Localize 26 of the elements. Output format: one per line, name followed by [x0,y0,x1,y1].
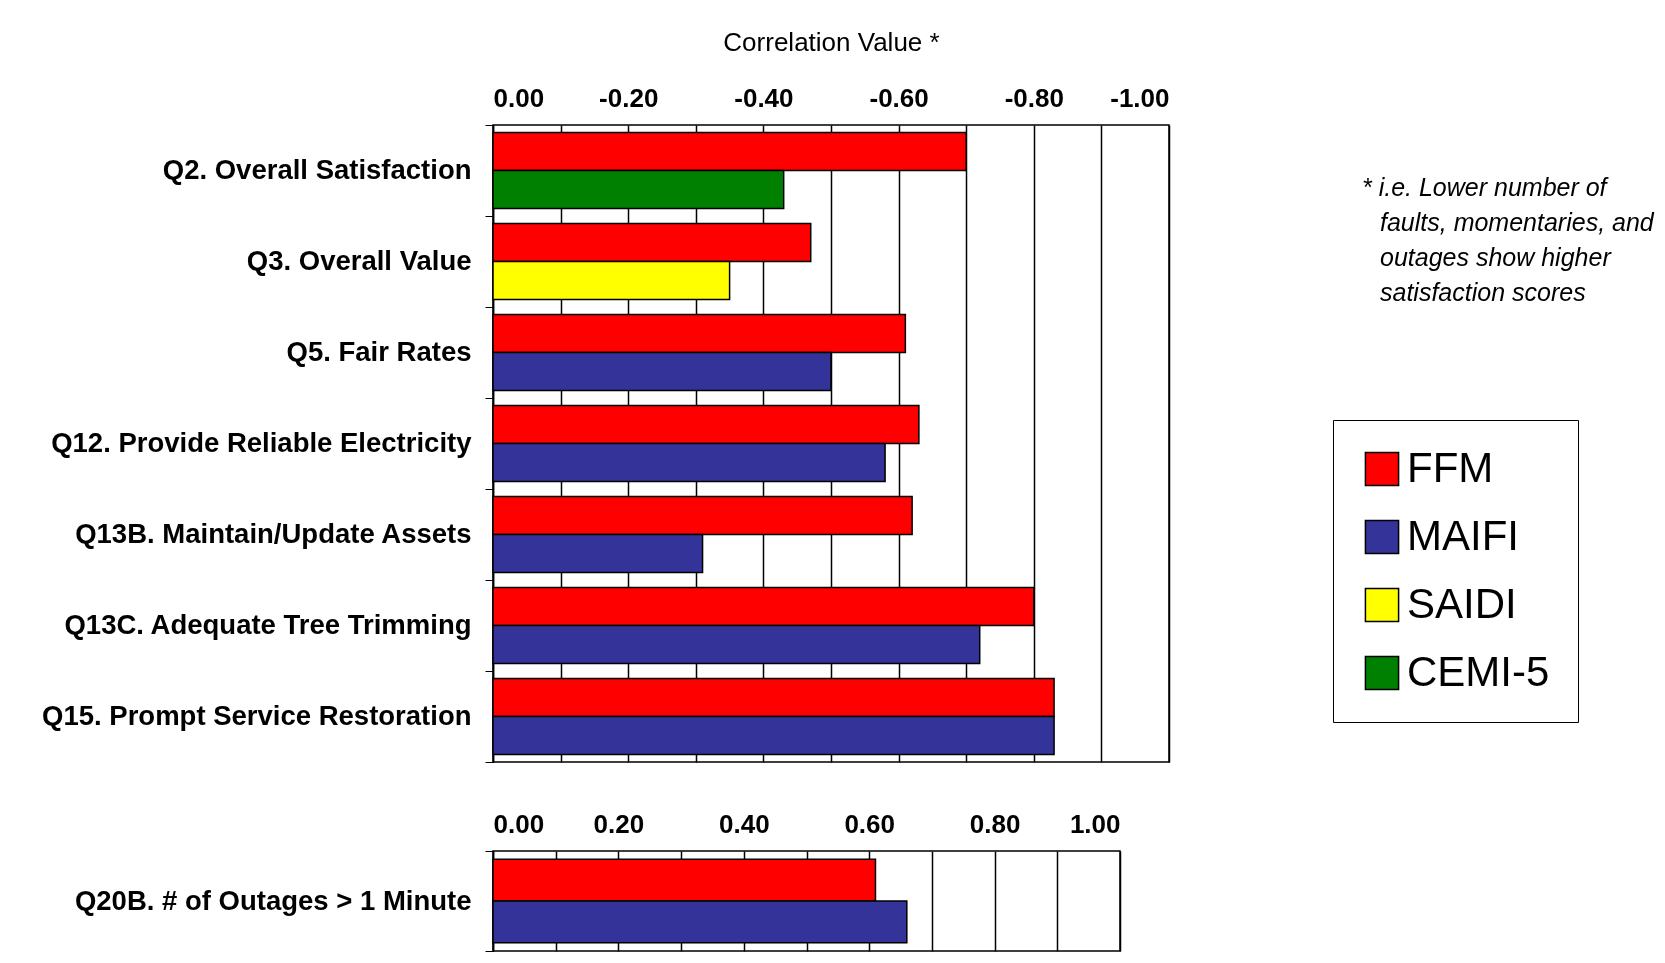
legend-label: CEMI-5 [1407,648,1550,695]
x-tick-label: 0.60 [844,808,895,839]
x-tick-label: 0.00 [493,82,545,113]
x-axis-title: Correlation Value * [723,26,940,57]
y-tick-label: Q13B. Maintain/Update Assets [75,518,472,549]
y-tick-label: Q5. Fair Rates [286,336,472,367]
x-tick-label: -0.60 [869,82,929,113]
x-tick-label: 0.20 [593,808,645,839]
x-tick-label: -0.40 [734,82,794,113]
text: * i.e. Lower number of faults, momentaries, and outages show higher satisfaction scores [1362,172,1656,308]
legend-label: MAIFI [1407,512,1519,559]
x-tick-label: 0.00 [493,808,545,839]
y-tick-label: Q2. Overall Satisfaction [162,154,472,185]
legend-label: FFM [1407,444,1494,491]
y-tick-label: Q13C. Adequate Tree Trimming [64,609,472,640]
x-tick-label: 0.40 [719,808,770,839]
y-tick-label: Q12. Provide Reliable Electricity [51,427,473,458]
legend-label: SAIDI [1407,580,1517,627]
y-tick-label: Q15. Prompt Service Restoration [42,700,472,731]
x-tick-label: 1.00 [1069,808,1121,839]
y-tick-label: Q3. Overall Value [246,245,472,276]
y-tick-label: Q20B. # of Outages > 1 Minute [74,884,472,916]
x-tick-label: -0.20 [599,82,659,113]
x-tick-label: -1.00 [1110,82,1170,113]
x-tick-label: -0.80 [1004,82,1064,113]
x-tick-label: 0.80 [969,808,1021,839]
